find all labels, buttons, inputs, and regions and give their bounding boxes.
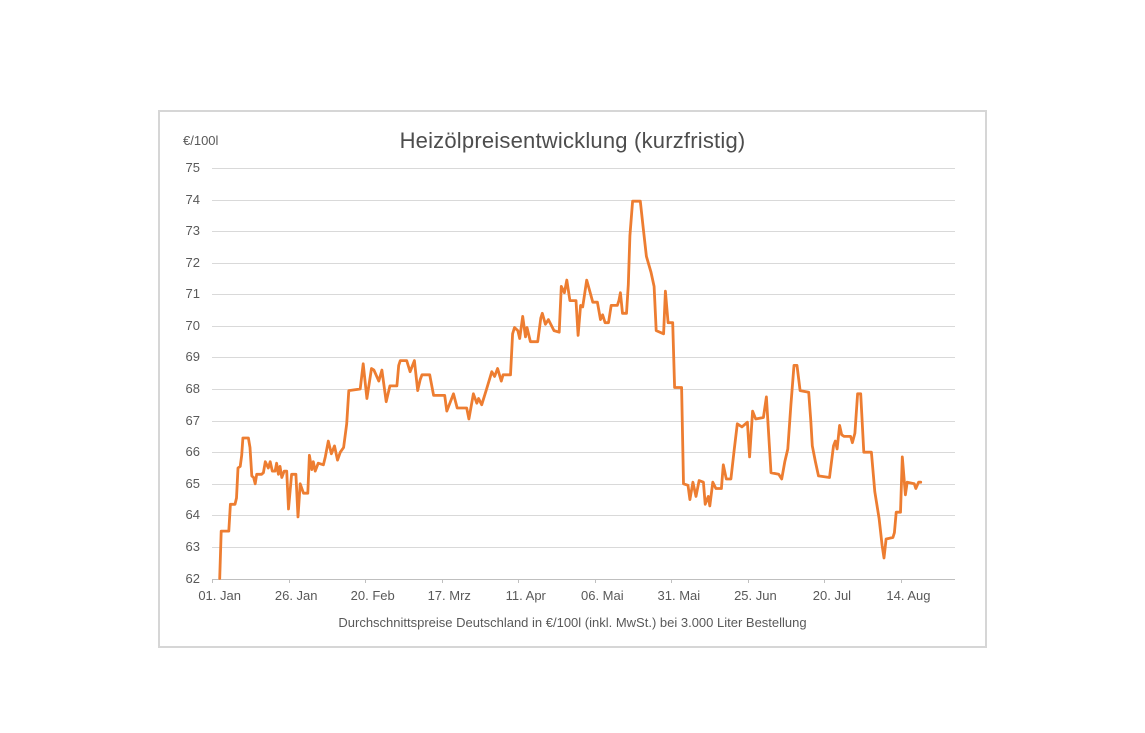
y-axis-tick-label: 74	[185, 191, 200, 207]
gridline	[212, 515, 955, 517]
x-axis-tick-label: 20. Feb	[350, 587, 395, 603]
x-axis-tick-mark	[441, 578, 443, 583]
x-axis-tick-mark	[212, 578, 213, 583]
x-axis-line	[212, 578, 955, 580]
x-axis-tick-label: 06. Mai	[580, 587, 624, 603]
y-axis-tick-label: 63	[185, 538, 200, 554]
y-axis-tick-label: 69	[185, 349, 200, 365]
gridline	[212, 262, 955, 264]
x-axis-tick-label: 14. Aug	[886, 587, 931, 603]
gridline	[212, 546, 955, 548]
gridline	[212, 325, 955, 327]
y-axis-tick-label: 68	[185, 381, 200, 397]
x-axis-tick-label: 20. Jul	[812, 587, 852, 603]
gridline	[212, 168, 955, 169]
x-axis-tick-label: 17. Mrz	[427, 587, 471, 603]
x-axis-tick-mark	[824, 578, 826, 583]
y-axis-tick-label: 75	[185, 160, 200, 175]
x-axis-tick-label: 01. Jan	[198, 587, 241, 603]
gridline	[212, 357, 955, 359]
y-axis-tick-label: 65	[185, 475, 200, 491]
chart-frame: Heizölpreisentwicklung (kurzfristig) €/1…	[158, 110, 987, 648]
gridline	[212, 199, 955, 201]
y-axis-tick-label: 67	[185, 412, 200, 428]
y-axis-tick-label: 73	[185, 223, 200, 239]
x-axis-tick-mark	[747, 578, 749, 583]
x-axis-tick-mark	[900, 578, 902, 583]
chart-footer-caption: Durchschnittspreise Deutschland in €/100…	[338, 615, 807, 630]
gridline	[212, 452, 955, 454]
x-axis-tick-label: 25. Jun	[734, 587, 777, 603]
y-axis-tick-label: 72	[185, 254, 200, 270]
x-axis-tick-label: 26. Jan	[274, 587, 318, 603]
x-axis-tick-label: 11. Apr	[505, 587, 546, 603]
x-axis-tick-mark	[594, 578, 596, 583]
y-axis-unit-label: €/100l	[183, 133, 219, 148]
y-axis-tick-label: 64	[185, 507, 200, 523]
chart-title: Heizölpreisentwicklung (kurzfristig)	[399, 128, 746, 153]
gridline	[212, 420, 955, 422]
x-axis-tick-mark	[671, 578, 673, 583]
x-axis-tick-label: 31. Mai	[657, 587, 701, 603]
gridline	[212, 389, 955, 391]
x-axis-tick-mark	[288, 578, 290, 583]
plot-area	[218, 199, 923, 580]
y-axis-tick-label: 71	[185, 286, 200, 302]
gridline	[212, 231, 955, 233]
y-axis-tick-label: 62	[185, 570, 200, 586]
price-line	[218, 199, 923, 580]
x-axis-tick-mark	[518, 578, 520, 583]
x-axis-tick-mark	[365, 578, 367, 583]
y-axis-tick-label: 70	[185, 317, 200, 333]
y-axis-tick-label: 66	[185, 444, 200, 460]
gridline	[212, 483, 955, 485]
